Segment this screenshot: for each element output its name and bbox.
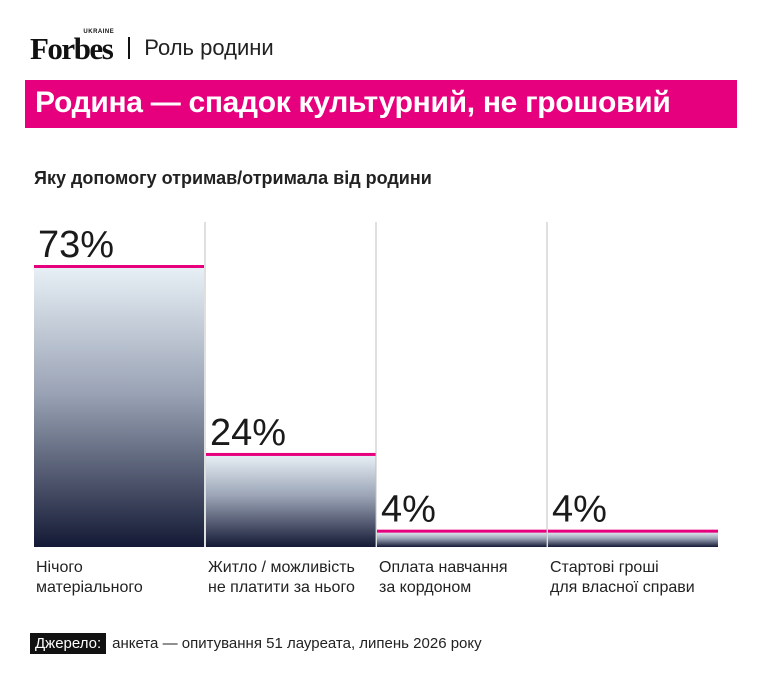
source-text: анкета — опитування 51 лауреата, липень … — [112, 635, 482, 652]
chart-subtitle: Яку допомогу отримав/отримала від родини — [34, 168, 432, 188]
category-label: матеріального — [36, 579, 143, 596]
chart-title: Родина — спадок культурний, не грошовий — [35, 86, 671, 119]
category-label: Стартові гроші — [550, 559, 659, 576]
bar — [34, 267, 204, 547]
bar — [206, 454, 376, 547]
bar-top-accent — [34, 265, 204, 268]
category-label: не платити за нього — [208, 579, 355, 596]
value-label: 4% — [381, 489, 436, 531]
category-label: Оплата навчання — [379, 559, 508, 576]
title-banner: Родина — спадок культурний, не грошовий — [25, 80, 737, 128]
source-note: Джерело: анкета — опитування 51 лауреата… — [30, 633, 482, 654]
logo-edition: UKRAINE — [83, 28, 115, 35]
bar-top-accent — [206, 452, 376, 456]
value-label: 73% — [38, 224, 114, 266]
bar-top-accent — [548, 529, 718, 533]
section-name: Роль родини — [144, 35, 274, 60]
value-label: 4% — [552, 489, 607, 531]
bar — [377, 531, 547, 547]
forbes-logo: Forbes UKRAINE — [30, 29, 114, 66]
bar — [548, 531, 718, 547]
category-label: для власної справи — [550, 579, 695, 596]
value-label: 24% — [210, 412, 286, 454]
source-label: Джерело: — [30, 633, 107, 654]
bar-top-accent — [377, 529, 547, 533]
category-label: за кордоном — [379, 579, 471, 596]
header-divider — [128, 37, 131, 59]
category-label: Нічого — [36, 559, 83, 576]
category-label: Житло / можливість — [208, 559, 355, 576]
logo-wordmark: Forbes — [30, 30, 114, 66]
header: Forbes UKRAINE Роль родини — [30, 29, 274, 66]
